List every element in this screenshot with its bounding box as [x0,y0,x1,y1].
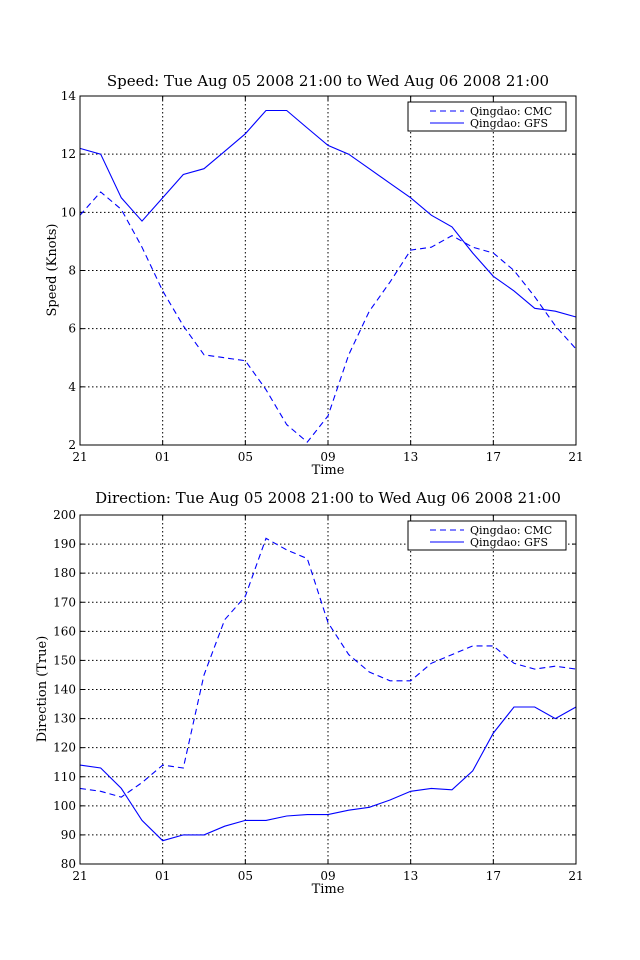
direction-series-cmc-line [79,537,577,798]
speed-legend-label: Qingdao: GFS [470,117,548,130]
speed-y-tick-label: 6 [68,322,76,336]
speed-x-tick-label: 13 [403,450,418,464]
direction-legend-label: Qingdao: CMC [470,524,552,537]
direction-x-tick-label: 09 [320,869,335,883]
speed-x-tick-label: 05 [238,450,253,464]
direction-y-tick-label: 190 [53,537,76,551]
direction-x-tick-label: 21 [568,869,583,883]
direction-y-tick-label: 160 [53,624,76,638]
speed-y-axis-label: Speed (Knots) [45,223,60,316]
speed-y-tick-label: 4 [68,380,76,394]
direction-y-tick-label: 140 [53,683,76,697]
speed-y-tick-label: 14 [61,89,77,103]
speed-x-axis-label: Time [312,463,345,478]
speed-y-tick-label: 10 [61,205,76,219]
direction-y-tick-label: 180 [53,566,76,580]
speed-legend-box [407,101,567,132]
speed-y-tick-label: 2 [68,438,76,452]
speed-x-tick-label: 01 [155,450,170,464]
direction-y-tick-label: 120 [53,741,76,755]
direction-y-tick-label: 170 [53,595,76,609]
direction-chart-title: Direction: Tue Aug 05 2008 21:00 to Wed … [95,489,561,507]
speed-legend-label: Qingdao: CMC [470,105,552,118]
speed-series-cmc-line [79,191,577,443]
speed-series-gfs-line [79,109,577,318]
direction-x-tick-label: 13 [403,869,418,883]
direction-legend-label: Qingdao: GFS [470,536,548,549]
direction-y-tick-label: 130 [53,712,76,726]
direction-series-gfs-line [79,706,577,842]
direction-x-tick-label: 17 [486,869,501,883]
speed-x-tick-label: 17 [486,450,501,464]
speed-y-tick-label: 12 [61,147,76,161]
direction-y-tick-label: 90 [61,828,76,842]
direction-y-tick-label: 200 [53,508,76,522]
direction-x-tick-label: 01 [155,869,170,883]
direction-y-axis-label: Direction (True) [35,636,50,743]
direction-y-tick-label: 80 [61,857,76,871]
direction-y-tick-label: 110 [53,770,76,784]
direction-axes-frame [79,514,577,865]
speed-axes-frame [79,95,577,446]
speed-x-tick-label: 21 [72,450,87,464]
direction-x-axis-label: Time [312,882,345,897]
speed-x-tick-label: 09 [320,450,335,464]
direction-x-tick-label: 21 [72,869,87,883]
speed-x-tick-label: 21 [568,450,583,464]
direction-y-tick-label: 100 [53,799,76,813]
speed-plot-area: 2 4 6 8 10 12 14 21 01 05 09 13 17 21 Qingdao: CMCQing… [61,89,584,464]
direction-y-tick-label: 150 [53,653,76,667]
direction-legend-box [407,520,567,551]
speed-chart: Speed: Tue Aug 05 2008 21:00 to Wed Aug … [45,72,584,478]
speed-chart-title: Speed: Tue Aug 05 2008 21:00 to Wed Aug … [107,72,549,90]
direction-chart: Direction: Tue Aug 05 2008 21:00 to Wed … [35,489,584,897]
speed-y-tick-label: 8 [68,264,76,278]
direction-x-tick-label: 05 [238,869,253,883]
